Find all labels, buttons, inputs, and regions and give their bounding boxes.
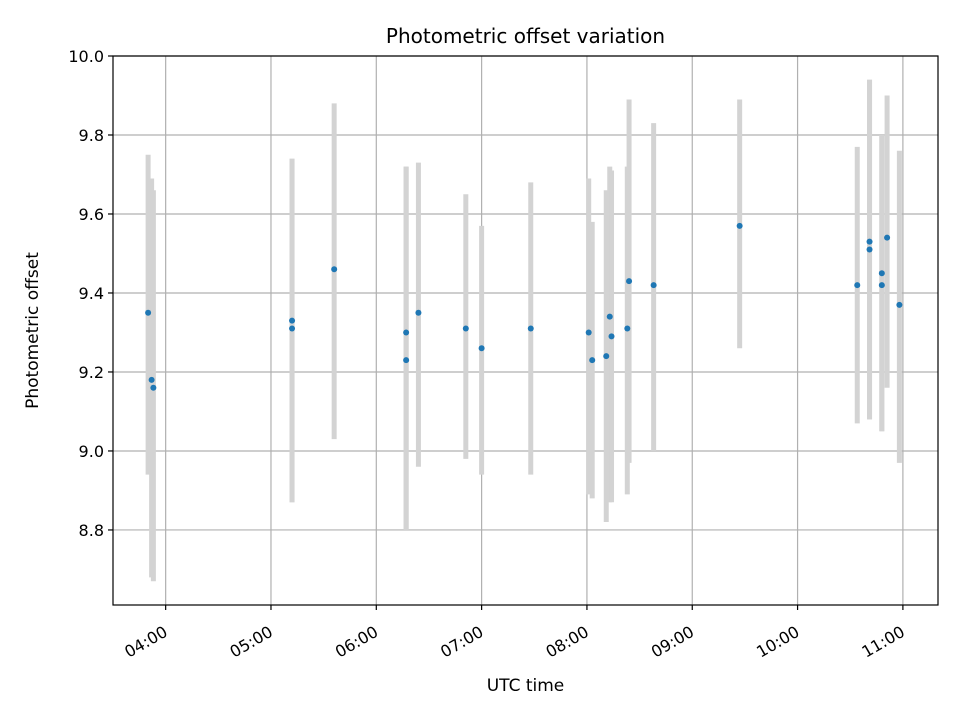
- data-point: [878, 270, 885, 277]
- data-point: [854, 282, 861, 289]
- data-point: [878, 282, 885, 289]
- data-point: [331, 266, 338, 273]
- y-tick-label: 9.0: [79, 442, 104, 461]
- data-point: [462, 325, 469, 332]
- y-axis-ticks: 8.8 9.0 9.2 9.4 9.6 9.8 10.0: [68, 47, 113, 540]
- y-tick-label: 10.0: [68, 47, 104, 66]
- data-point: [148, 376, 155, 383]
- data-point: [585, 329, 592, 336]
- data-point: [624, 325, 631, 332]
- data-point: [866, 238, 873, 245]
- data-point: [478, 345, 485, 352]
- data-point: [527, 325, 534, 332]
- data-point: [145, 309, 152, 316]
- data-point: [896, 301, 903, 308]
- data-point: [603, 353, 610, 360]
- data-point: [608, 333, 615, 340]
- data-point: [626, 278, 633, 285]
- y-tick-label: 9.4: [79, 284, 104, 303]
- y-tick-label: 9.2: [79, 363, 104, 382]
- y-tick-label: 8.8: [79, 521, 104, 540]
- data-point: [403, 357, 410, 364]
- y-axis-label: Photometric offset: [23, 252, 43, 409]
- chart-title: Photometric offset variation: [386, 24, 665, 48]
- x-axis-label: UTC time: [487, 676, 565, 696]
- y-tick-label: 9.8: [79, 126, 104, 145]
- data-point: [606, 313, 613, 320]
- data-point: [736, 222, 743, 229]
- data-point: [589, 357, 596, 364]
- y-tick-label: 9.6: [79, 205, 104, 224]
- data-point: [415, 309, 422, 316]
- data-point: [289, 325, 296, 332]
- data-point: [884, 234, 891, 241]
- data-point: [150, 384, 157, 391]
- data-points: [145, 222, 903, 391]
- axes-frame: [112, 55, 939, 606]
- data-point: [289, 317, 296, 324]
- data-point: [403, 329, 410, 336]
- data-point: [650, 282, 657, 289]
- data-point: [866, 246, 873, 253]
- error-bars: [145, 79, 902, 582]
